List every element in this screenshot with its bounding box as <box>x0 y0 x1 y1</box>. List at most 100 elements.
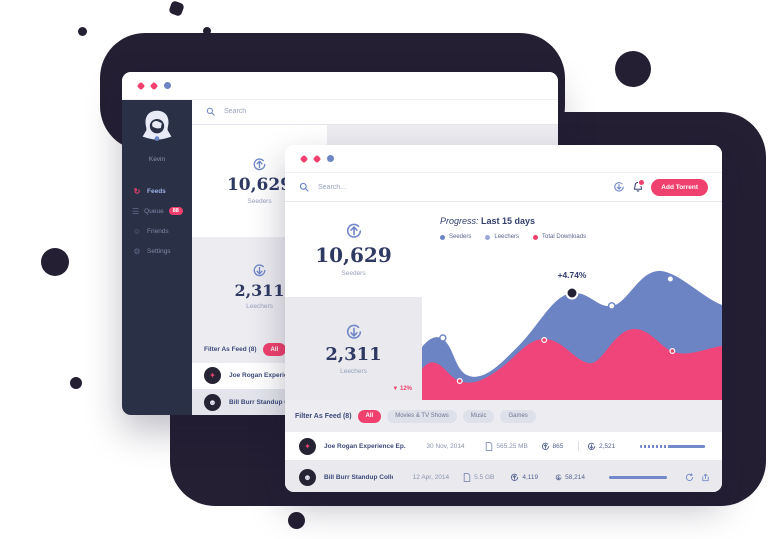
legend-dot <box>440 234 445 240</box>
filter-pill-all[interactable]: All <box>357 409 382 423</box>
sidebar-item-label: Queue <box>144 207 164 215</box>
progress-bar <box>608 475 667 479</box>
window-dot-maximize[interactable] <box>327 155 334 162</box>
decor-square <box>168 0 185 17</box>
notification-dot <box>638 179 646 186</box>
chart-point[interactable] <box>456 377 463 384</box>
progress-fill <box>640 444 706 448</box>
chart-point[interactable] <box>666 275 675 283</box>
sidebar-menu: ↻ Feeds ☰ Queue 88 ☺ Friends ⚙ Setting <box>122 181 192 261</box>
friends-icon: ☺ <box>132 226 142 236</box>
total-downloads-area <box>422 329 722 400</box>
file-icon <box>486 441 493 451</box>
torrent-seeders-cell: 865 <box>541 442 570 451</box>
decor-dot <box>288 512 305 529</box>
torrent-leechers-cell: 2,521 <box>587 442 616 451</box>
torrent-row[interactable]: ✦ Joe Rogan Experience Ep. #68 30 Nov, 2… <box>285 432 722 460</box>
highlighted-point[interactable] <box>565 286 579 300</box>
sync-icon[interactable] <box>685 472 694 482</box>
torrent-avatar: ✦ <box>299 437 316 455</box>
torrent-leechers: 2,521 <box>598 442 616 450</box>
window-dot-close[interactable] <box>299 154 309 163</box>
search-icon <box>206 108 215 116</box>
filter-pill-all[interactable]: All <box>262 343 287 357</box>
add-torrent-button[interactable]: Add Torrent <box>651 178 708 196</box>
notifications-button[interactable] <box>632 179 646 193</box>
torrent-title: Joe Rogan Experience Ep. #68 <box>229 372 324 380</box>
leechers-stat-card: 2,311 Leechers ▼ 12% <box>285 297 422 400</box>
torrent-avatar: ✦ <box>204 367 221 385</box>
window-dot-minimize[interactable] <box>312 154 322 163</box>
torrent-title: Bill Burr Standup Collection <box>229 399 316 407</box>
legend-item-seeders[interactable]: Seeders <box>440 234 471 240</box>
search-bar: Add Torrent <box>285 173 722 202</box>
torrent-avatar: ☻ <box>204 394 221 412</box>
leechers-delta: ▼ 12% <box>392 386 412 392</box>
sidebar-item-feeds[interactable]: ↻ Feeds <box>122 181 192 201</box>
legend-label: Seeders <box>449 234 472 240</box>
chart-title-range: Last 15 days <box>481 216 536 226</box>
leechers-value: 2,311 <box>234 281 285 301</box>
chart-point[interactable] <box>669 347 676 354</box>
torrent-avatar: ☻ <box>299 468 316 486</box>
filter-row: Filter As Feed (8) All Movies & TV Shows… <box>285 400 722 432</box>
filter-pill-music[interactable]: Music <box>462 409 495 423</box>
user-avatar-illustration <box>142 110 172 141</box>
legend-item-leechers[interactable]: Leechers <box>485 234 519 240</box>
user-name: Kevin <box>148 156 166 163</box>
torrent-seeders-cell: 4,119 <box>510 473 538 482</box>
torrent-leechers: 58,214 <box>565 473 585 481</box>
decor-dot <box>78 27 87 36</box>
search-bar <box>192 100 558 125</box>
upload-arrow-icon <box>346 223 361 238</box>
queue-count-badge: 88 <box>168 207 183 215</box>
download-arrow-icon <box>253 264 266 277</box>
torrent-seeders: 4,119 <box>522 473 539 481</box>
share-icon[interactable] <box>701 473 710 482</box>
legend-label: Total Downloads <box>542 234 587 240</box>
leechers-value: 2,311 <box>325 343 382 365</box>
torrent-size: 565.25 MB <box>496 442 528 450</box>
filter-label: Filter As Feed (8) <box>204 346 257 354</box>
chart-point[interactable] <box>439 334 447 342</box>
window-dot-close[interactable] <box>136 81 146 90</box>
torrent-date: 30 Nov, 2014 <box>426 442 465 450</box>
download-status-icon[interactable] <box>613 181 625 193</box>
chart-point[interactable] <box>541 336 548 343</box>
file-icon <box>463 472 471 482</box>
torrent-size-cell: 5.5 GB <box>463 472 502 482</box>
torrent-row[interactable]: ☻ Bill Burr Standup Collection 12 Apr, 2… <box>285 460 722 492</box>
filter-pill-movies[interactable]: Movies & TV Shows <box>387 409 457 423</box>
chart-legend: Seeders Leechers Total Downloads <box>440 234 586 240</box>
window-dot-minimize[interactable] <box>149 81 159 90</box>
legend-item-total-downloads[interactable]: Total Downloads <box>533 234 586 240</box>
window-dot-maximize[interactable] <box>164 82 171 89</box>
sidebar-item-queue[interactable]: ☰ Queue 88 <box>122 201 192 221</box>
search-input[interactable] <box>222 107 316 117</box>
sidebar-item-label: Feeds <box>147 187 166 195</box>
search-icon <box>299 182 309 192</box>
leechers-label: Leechers <box>340 367 367 375</box>
filter-pill-games[interactable]: Games <box>500 409 536 423</box>
leechers-stat-card: 2,311 Leechers <box>192 237 327 337</box>
front-window-titlebar <box>285 145 722 173</box>
search-input[interactable] <box>316 182 410 192</box>
sidebar-item-friends[interactable]: ☺ Friends <box>122 221 192 241</box>
decor-dot <box>70 377 82 389</box>
sidebar-item-label: Settings <box>147 247 171 255</box>
torrent-date: 12 Apr, 2014 <box>412 473 450 481</box>
sidebar-item-settings[interactable]: ⚙ Settings <box>122 241 192 261</box>
legend-dot <box>485 234 491 240</box>
upload-arrow-icon <box>541 442 549 450</box>
filter-label: Filter As Feed (8) <box>295 412 352 420</box>
seeders-value: 10,629 <box>315 243 392 267</box>
seeders-value: 10,629 <box>226 174 293 195</box>
upload-arrow-icon <box>511 473 519 481</box>
chart-title: Progress: Last 15 days <box>440 216 535 226</box>
torrent-size: 5.5 GB <box>474 473 495 481</box>
legend-dot <box>533 234 539 240</box>
download-arrow-icon <box>346 324 361 339</box>
chart-point[interactable] <box>607 302 616 310</box>
decor-circle <box>41 248 69 276</box>
